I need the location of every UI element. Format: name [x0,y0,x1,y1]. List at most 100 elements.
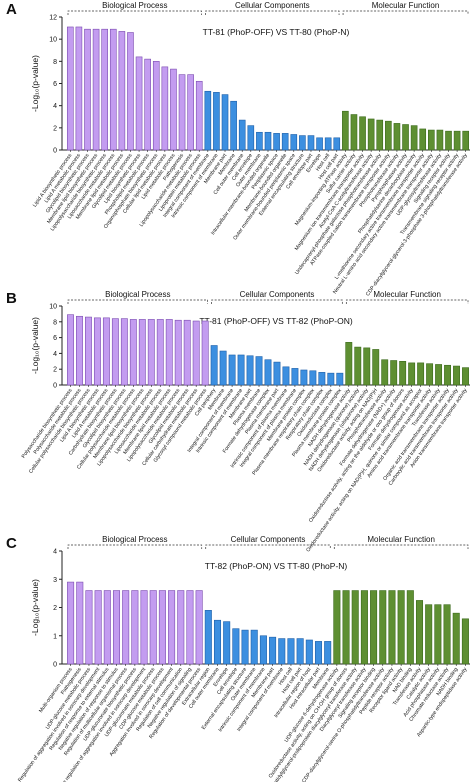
bar [93,317,101,386]
y-tick-label: 12 [49,15,57,22]
bar [170,68,177,151]
bar [342,110,349,151]
bar [388,590,396,665]
bar [324,137,332,151]
bar [461,618,469,665]
bar [221,94,229,151]
bar [156,319,164,386]
group-bracket [67,299,208,304]
group-bracket [205,544,331,549]
y-tick-label: 8 [53,59,57,66]
bar [291,368,299,386]
bar [417,362,425,386]
bar [75,26,83,151]
y-tick-label: 2 [53,605,57,612]
group-bracket [342,10,469,15]
bar [342,590,350,665]
y-tick-label: 4 [53,351,57,358]
chart-title: TT-81 (PhoP-OFF) VS TT-80 (PhoP-N) [203,27,350,37]
y-tick-label: 6 [53,81,57,88]
bar [462,367,469,386]
bar [363,347,371,386]
y-tick-label: 1 [53,633,57,640]
group-bracket [67,544,203,549]
group-label: Molecular Function [372,1,440,10]
bar [256,131,263,151]
bar [84,28,91,151]
bar [264,131,272,151]
y-tick-label: 4 [53,549,57,556]
bar [94,590,102,665]
bar [92,28,100,151]
bar [210,345,218,386]
bar [76,581,84,665]
bar [213,92,220,151]
bar [178,74,186,151]
bar [367,118,375,151]
bar [158,590,166,665]
bar [165,319,173,386]
group-bracket [205,10,340,15]
y-tick-label: 2 [53,125,57,132]
bar [140,590,148,665]
bar [393,123,401,151]
bar [183,319,191,386]
bar [453,365,460,386]
y-tick-label: 6 [53,335,57,342]
bar [281,133,289,151]
bar [238,119,246,151]
group-label: Molecular Function [373,290,441,299]
y-tick-label: 10 [49,304,57,311]
bar [381,359,389,386]
bar [85,590,93,665]
bar [278,638,286,665]
bar [232,628,240,665]
y-axis-label: -Log₁₀(p-value) [30,579,40,636]
bar [307,135,315,151]
bar [324,641,332,665]
bar [360,590,368,665]
bar [444,364,451,386]
bar [149,590,157,665]
bar [402,124,409,151]
bar [230,100,237,151]
bar [354,346,362,386]
y-tick-label: 3 [53,577,57,584]
bar [102,317,110,386]
bar [333,137,341,151]
y-tick-label: 0 [53,383,57,390]
bar [201,320,209,386]
group-bracket [211,299,343,304]
y-tick-label: 4 [53,103,57,110]
bar [372,349,380,386]
bar [66,26,74,151]
bar [443,604,451,665]
bar [192,320,200,386]
bar [296,638,304,665]
bar [406,590,414,665]
bar [122,590,130,665]
bar [120,318,128,386]
bar [168,590,176,665]
bar [76,315,83,386]
bar [425,604,433,665]
bar [351,590,359,665]
bar [129,319,137,386]
group-label: Cellular Components [235,1,310,10]
bar [103,590,111,665]
bar [237,354,245,386]
group-label: Molecular Function [367,535,435,544]
bar [259,635,267,665]
panel-label: C [6,535,17,552]
bar [390,360,398,386]
chart-title: TT-82 (PhoP-ON) VS TT-80 (PhoP-N) [205,561,348,571]
bar [228,354,236,386]
bar [177,590,185,665]
bar [435,364,443,386]
bar [453,130,461,151]
bar [397,590,405,665]
bar [436,129,444,151]
bar [195,80,203,151]
y-tick-label: 0 [53,662,57,669]
bar [246,355,254,386]
